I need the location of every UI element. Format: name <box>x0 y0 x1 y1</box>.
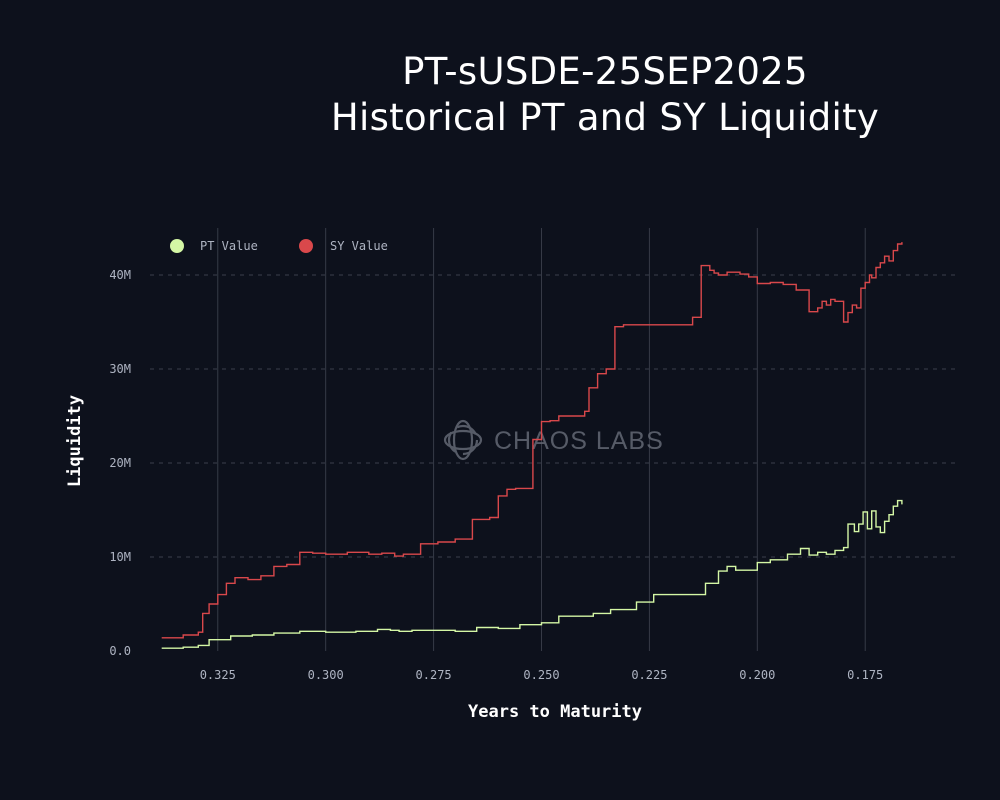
legend-label-pt: PT Value <box>200 239 258 253</box>
chaos-labs-watermark: CHAOS LABS <box>443 419 664 461</box>
legend-item-pt[interactable]: PT Value <box>170 239 258 253</box>
x-tick-label: 0.300 <box>308 668 344 682</box>
chaos-labs-logo-icon <box>443 419 483 461</box>
grid-lines <box>150 228 955 651</box>
legend-marker-sy <box>299 239 313 253</box>
x-tick-label: 0.175 <box>847 668 883 682</box>
x-tick-label: 0.225 <box>631 668 667 682</box>
pt-value-line <box>161 499 903 649</box>
y-axis-title: Liquidity <box>65 395 85 487</box>
y-tick-label: 10M <box>109 550 131 564</box>
legend-marker-pt <box>170 239 184 253</box>
watermark-text: CHAOS LABS <box>494 427 664 455</box>
chart-title-line-1: PT-sUSDE-25SEP2025 <box>402 50 808 93</box>
chart-legend: PT Value SY Value <box>170 239 388 253</box>
y-tick-label: 20M <box>109 456 131 470</box>
x-tick-label: 0.275 <box>416 668 452 682</box>
series-lines <box>161 242 903 649</box>
x-tick-label: 0.325 <box>200 668 236 682</box>
x-tick-label: 0.200 <box>739 668 775 682</box>
legend-item-sy[interactable]: SY Value <box>299 239 388 253</box>
x-axis-title: Years to Maturity <box>468 702 642 722</box>
axis-ticks: 0.325 0.300 0.275 0.250 0.225 0.200 0.175 0.0 10… <box>109 268 883 682</box>
legend-label-sy: SY Value <box>330 239 388 253</box>
y-tick-label: 0.0 <box>109 644 131 658</box>
y-tick-label: 40M <box>109 268 131 282</box>
y-tick-label: 30M <box>109 362 131 376</box>
x-tick-label: 0.250 <box>523 668 559 682</box>
chart-title-line-2: Historical PT and SY Liquidity <box>330 96 880 139</box>
sy-value-line <box>161 242 903 639</box>
